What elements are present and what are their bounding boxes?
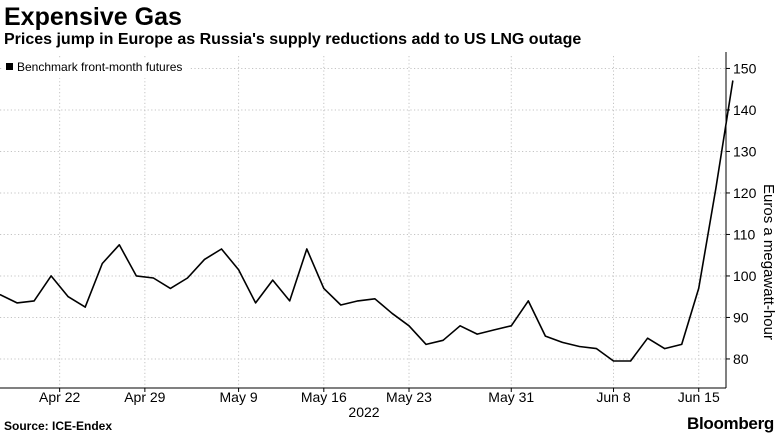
data-point [186,277,189,279]
x-tick-label: Apr 29 [124,389,165,405]
x-tick-label: May 9 [220,389,258,405]
y-tick-label: 100 [733,268,757,284]
data-point [698,287,700,289]
data-point [84,306,86,308]
data-point [578,345,581,348]
data-point [16,302,18,304]
data-point [289,300,291,302]
x-tick-label: May 31 [488,389,534,405]
y-tick-label: 80 [733,351,749,367]
data-point [50,275,52,277]
year-label: 2022 [348,404,379,420]
y-tick-label: 140 [733,102,757,118]
y-axis-label: Euros a megawatt-hour [760,184,777,340]
data-point [220,248,223,250]
chart-subtitle: Prices jump in Europe as Russia's supply… [4,31,582,48]
data-point [715,188,717,190]
data-point [67,296,69,298]
data-point [630,360,632,362]
data-point [493,329,495,331]
data-point [476,333,478,335]
y-tick-label: 90 [733,309,749,325]
series-line-benchmark-futures [0,80,734,362]
data-point [340,304,342,306]
data-point [135,275,137,277]
y-tick-label: 150 [733,60,757,76]
data-point [732,80,734,82]
data-point [544,335,547,337]
legend-background [2,58,189,78]
data-point [561,341,564,343]
data-point [238,269,240,271]
legend: Benchmark front-month futures [2,58,189,78]
series-layer [0,80,734,362]
y-tick-label: 130 [733,143,757,159]
data-point [664,348,666,350]
data-point [442,339,444,341]
data-point [323,287,325,289]
data-point [595,348,598,350]
axes: 80 90 100 110 120 130 140 150 Apr 22 Apr 29 May 9 M… [0,52,757,405]
data-point [408,325,410,327]
data-point [255,302,257,304]
x-tick-label: May 23 [386,389,432,405]
source-note: Source: ICE-Endex [4,419,113,433]
data-point [459,325,461,327]
x-tick-label: Jun 8 [596,389,630,405]
data-point [152,277,154,279]
data-point [0,294,1,296]
gridlines [0,56,726,388]
y-tick-label: 120 [733,185,757,201]
legend-swatch-icon [6,63,13,70]
data-point [118,244,120,246]
x-tick-label: May 16 [301,389,347,405]
y-tick-label: 110 [733,226,756,242]
data-point [203,258,206,260]
data-point [374,298,376,300]
data-point [647,337,649,339]
data-point [681,343,683,345]
data-point [33,300,35,302]
data-point [169,287,171,289]
data-point [527,300,529,302]
data-point [425,343,427,345]
legend-label: Benchmark front-month futures [17,60,182,74]
data-point [391,312,393,314]
data-point [357,300,359,302]
data-point [612,360,615,362]
x-tick-label: Jun 15 [678,389,720,405]
bloomberg-logo: Bloomberg [686,414,774,433]
data-point [306,248,308,250]
data-point [272,279,274,281]
x-tick-label: Apr 22 [39,389,80,405]
data-point [101,262,103,265]
data-point [510,325,512,327]
chart-title: Expensive Gas [4,3,182,31]
